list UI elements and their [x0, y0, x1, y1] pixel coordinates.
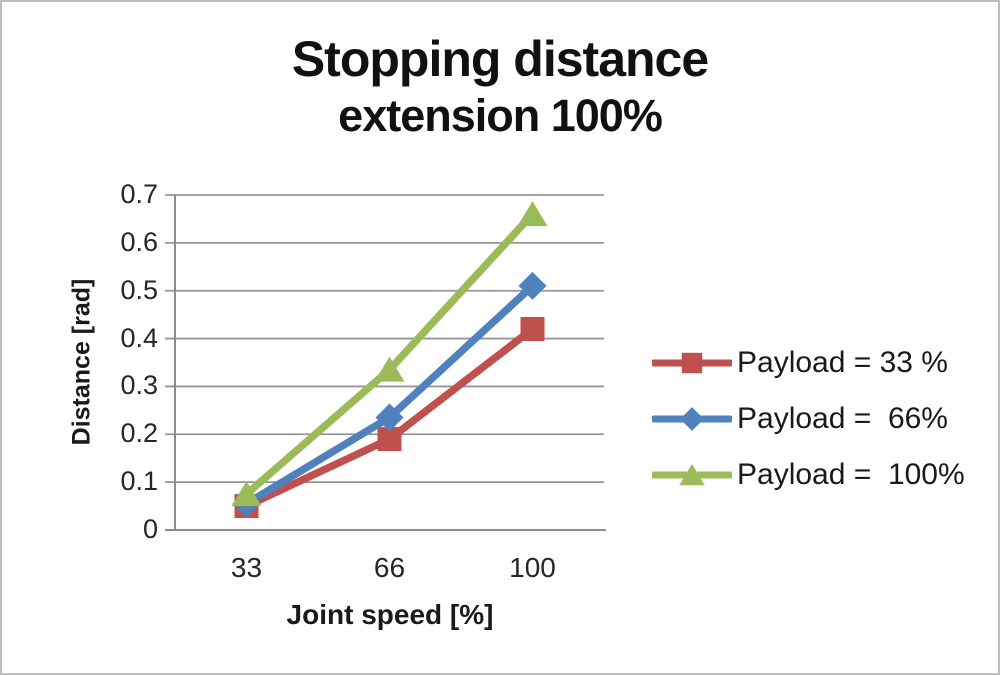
y-tick-label: 0.5	[120, 274, 158, 305]
y-tick-label: 0	[142, 514, 158, 544]
chart-subtitle: extension 100%	[338, 90, 663, 141]
diamond-marker-icon	[680, 407, 704, 431]
x-tick-label: 66	[373, 552, 406, 583]
triangle-marker-icon	[679, 463, 705, 486]
legend-triangle-marker-icon	[652, 463, 732, 486]
y-tick-label: 0.6	[120, 226, 158, 257]
x-axis-title: Joint speed [%]	[286, 599, 494, 630]
legend-item: Payload = 33 %	[652, 335, 965, 391]
x-tick-label: 100	[509, 552, 556, 583]
y-axis-title: Distance [rad]	[67, 278, 96, 446]
y-tick-label: 0.1	[120, 466, 158, 497]
x-tick-label: 33	[230, 552, 263, 583]
chart-title-block: Stopping distance extension 100%	[2, 30, 998, 142]
legend-label: Payload = 66%	[737, 402, 948, 435]
legend-item: Payload = 100%	[652, 447, 965, 503]
legend-diamond-marker-icon	[652, 407, 732, 431]
legend-square-marker-icon	[652, 352, 732, 374]
series-line	[242, 282, 537, 508]
diamond-marker-icon	[518, 271, 547, 300]
triangle-marker-icon	[231, 481, 262, 507]
legend: Payload = 33 % Payload = 66% Payload = 100…	[652, 335, 965, 503]
square-marker-icon	[520, 317, 545, 341]
y-tick-label: 0.4	[120, 322, 158, 353]
y-tick-label: 0.2	[120, 418, 158, 449]
legend-label: Payload = 100%	[737, 458, 965, 491]
triangle-marker-icon	[517, 201, 548, 227]
y-tick-label: 0.7	[120, 179, 158, 209]
square-marker-icon	[681, 352, 703, 374]
legend-label: Payload = 33 %	[737, 346, 948, 379]
legend-item: Payload = 66%	[652, 391, 965, 447]
diamond-marker-icon	[375, 403, 404, 432]
chart-title: Stopping distance	[291, 31, 709, 87]
triangle-marker-icon	[374, 356, 405, 382]
y-tick-label: 0.3	[120, 370, 158, 401]
series-line	[242, 210, 537, 498]
